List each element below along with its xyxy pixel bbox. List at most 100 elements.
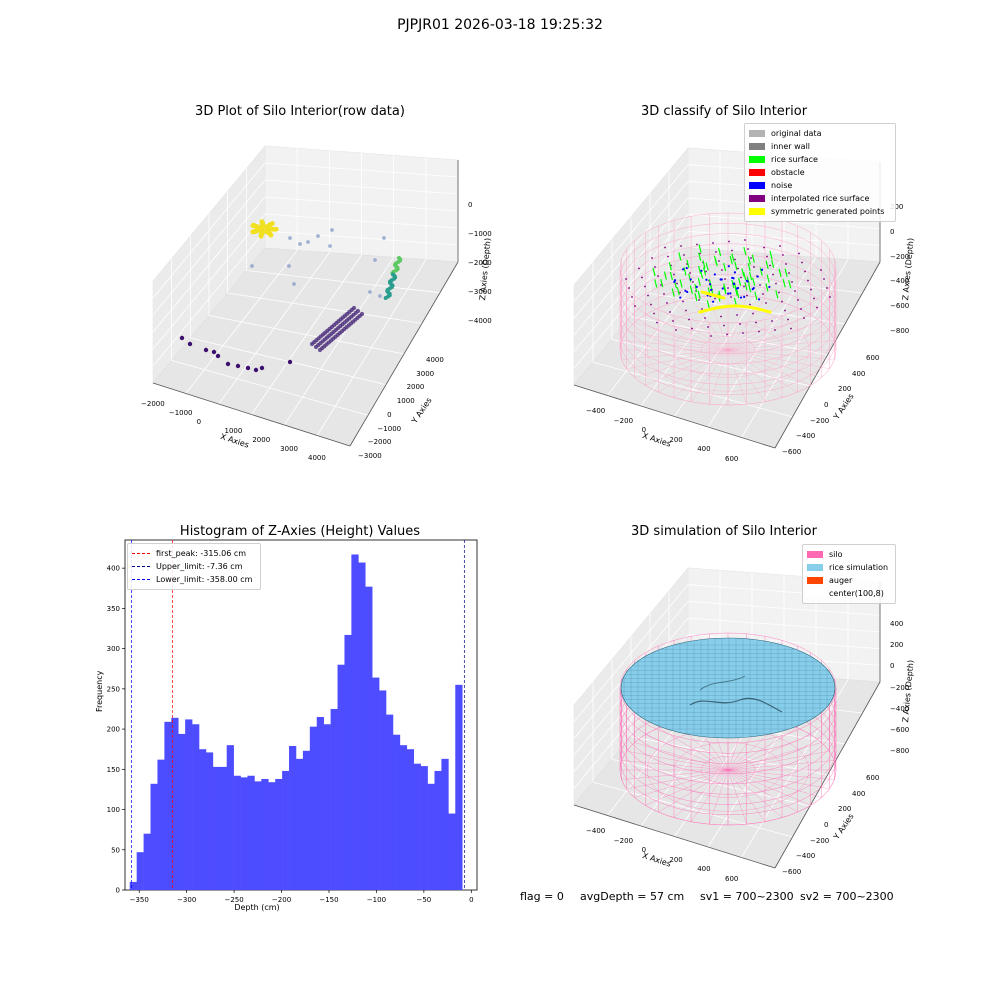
classify-point-rice xyxy=(698,252,702,261)
classify-point-rice xyxy=(702,267,707,276)
classify-plot-title: 3D classify of Silo Interior xyxy=(640,104,808,119)
histogram-ytick-label: 150 xyxy=(107,766,120,774)
classify-point-interpolated xyxy=(663,293,665,295)
simulation-legend-item: auger xyxy=(807,574,891,587)
raw-y-tick: 3000 xyxy=(416,369,435,378)
histogram-bar xyxy=(392,734,401,890)
classify-point-interpolated xyxy=(794,290,796,292)
raw-y-tick: 1000 xyxy=(396,397,415,406)
classify-point-rice xyxy=(744,282,748,291)
histogram-legend-item: Upper_limit: -7.36 cm xyxy=(132,560,256,573)
classify-point-noise xyxy=(739,296,743,299)
classify-point-noise xyxy=(712,300,715,303)
classify-point-symmetric xyxy=(724,304,729,309)
classify-point-symmetric xyxy=(708,307,712,312)
histogram-bar xyxy=(136,852,144,890)
classify-point-interpolated xyxy=(707,326,709,328)
classify-point-interpolated xyxy=(797,299,799,301)
simulation-z-tick: −200 xyxy=(890,683,910,692)
raw-point xyxy=(292,282,296,286)
classify-x-tick: 600 xyxy=(725,455,739,463)
classify-point-rice xyxy=(759,267,763,276)
legend-label: first_peak: -315.06 cm xyxy=(156,549,247,558)
classify-point-noise xyxy=(760,268,764,271)
raw-point xyxy=(268,232,274,238)
classify-point-rice xyxy=(734,261,738,270)
histogram-legend-item: Lower_limit: -358.00 cm xyxy=(132,573,256,586)
histogram-axes: −350 −300 −250 −200 −150 −100 −50 0 0 50 100 150 200… xyxy=(107,539,478,904)
raw-point xyxy=(215,353,221,359)
classify-y-tick: −600 xyxy=(782,448,802,456)
simulation-x-tick: 0 xyxy=(641,846,647,855)
raw-y-tick: 4000 xyxy=(426,356,444,364)
classify-point-noise xyxy=(719,278,722,281)
histogram-ytick-label: 0 xyxy=(116,887,120,895)
classify-point-interpolated xyxy=(664,246,666,249)
classify-point-noise xyxy=(726,292,730,295)
legend-label: rice surface xyxy=(771,155,818,164)
classify-point-interpolated xyxy=(747,248,749,250)
classify-legend-item: inner wall xyxy=(749,140,891,153)
histogram-bar xyxy=(406,749,415,890)
legend-swatch xyxy=(807,577,823,584)
histogram-bar xyxy=(205,752,214,890)
classify-point-rice xyxy=(749,271,753,281)
histogram-bar xyxy=(365,586,373,890)
classify-point-rice xyxy=(775,290,779,299)
classify-point-noise xyxy=(727,265,730,268)
classify-point-interpolated xyxy=(651,257,653,259)
classify-point-rice xyxy=(718,247,722,257)
histogram-bar xyxy=(212,766,221,890)
classify-point-interpolated xyxy=(728,240,730,243)
classify-point-interpolated xyxy=(810,288,812,291)
classify-point-interpolated xyxy=(813,297,815,300)
simulation-silo-floor-ring xyxy=(673,742,783,798)
classify-point-interpolated xyxy=(737,267,739,270)
simulation-z-tick: 0 xyxy=(890,662,895,671)
histogram-bar xyxy=(143,833,151,890)
histogram-bar xyxy=(171,717,179,890)
classify-point-rice xyxy=(731,253,735,262)
flag-status: flag = 0 xyxy=(520,890,564,903)
classify-point-interpolated xyxy=(638,267,640,270)
classify-point-rice xyxy=(778,268,782,277)
raw-point xyxy=(245,365,251,371)
classify-point-symmetric xyxy=(700,309,705,313)
simulation-y-tick: 600 xyxy=(866,774,880,782)
histogram-bar xyxy=(330,708,338,890)
histogram-bar xyxy=(434,770,442,890)
classify-point-rice xyxy=(702,260,706,269)
classify-point-interpolated xyxy=(712,242,714,244)
histogram-legend-item: first_peak: -315.06 cm xyxy=(132,547,256,560)
legend-swatch xyxy=(749,169,765,176)
classify-y-tick: 200 xyxy=(838,385,852,394)
raw-point xyxy=(264,229,270,235)
histogram-xtick-label: −200 xyxy=(272,896,291,904)
classify-point-rice xyxy=(743,271,747,281)
classify-point-interpolated xyxy=(666,302,668,304)
classify-point-symmetric xyxy=(710,307,714,311)
simulation-legend-item: center(100,8) xyxy=(807,587,891,600)
classify-point-interpolated xyxy=(759,284,761,286)
classify-point-rice xyxy=(754,291,758,300)
classify-point-symmetric xyxy=(768,310,772,314)
classify-point-rice xyxy=(660,278,664,288)
classify-point-noise xyxy=(745,279,748,282)
raw-z-tick: −3000 xyxy=(468,288,492,296)
simulation-x-tick: 200 xyxy=(669,855,683,864)
classify-point-symmetric xyxy=(739,304,743,308)
side-grid-line xyxy=(573,584,689,722)
raw-point xyxy=(187,341,193,347)
classify-point-rice xyxy=(689,285,693,294)
histogram-xlabel: Depth (cm) xyxy=(234,903,280,912)
raw-point xyxy=(316,234,320,238)
histogram-bar xyxy=(178,733,186,890)
legend-label: auger xyxy=(829,576,853,585)
raw-point xyxy=(252,228,257,234)
simulation-x-tick: −200 xyxy=(613,836,634,845)
classify-y-tick: −200 xyxy=(810,416,830,425)
raw-z-tick: −1000 xyxy=(468,230,492,238)
classify-point-rice xyxy=(741,268,745,277)
classify-point-noise xyxy=(679,296,682,299)
classify-z-tick: −600 xyxy=(890,302,910,311)
